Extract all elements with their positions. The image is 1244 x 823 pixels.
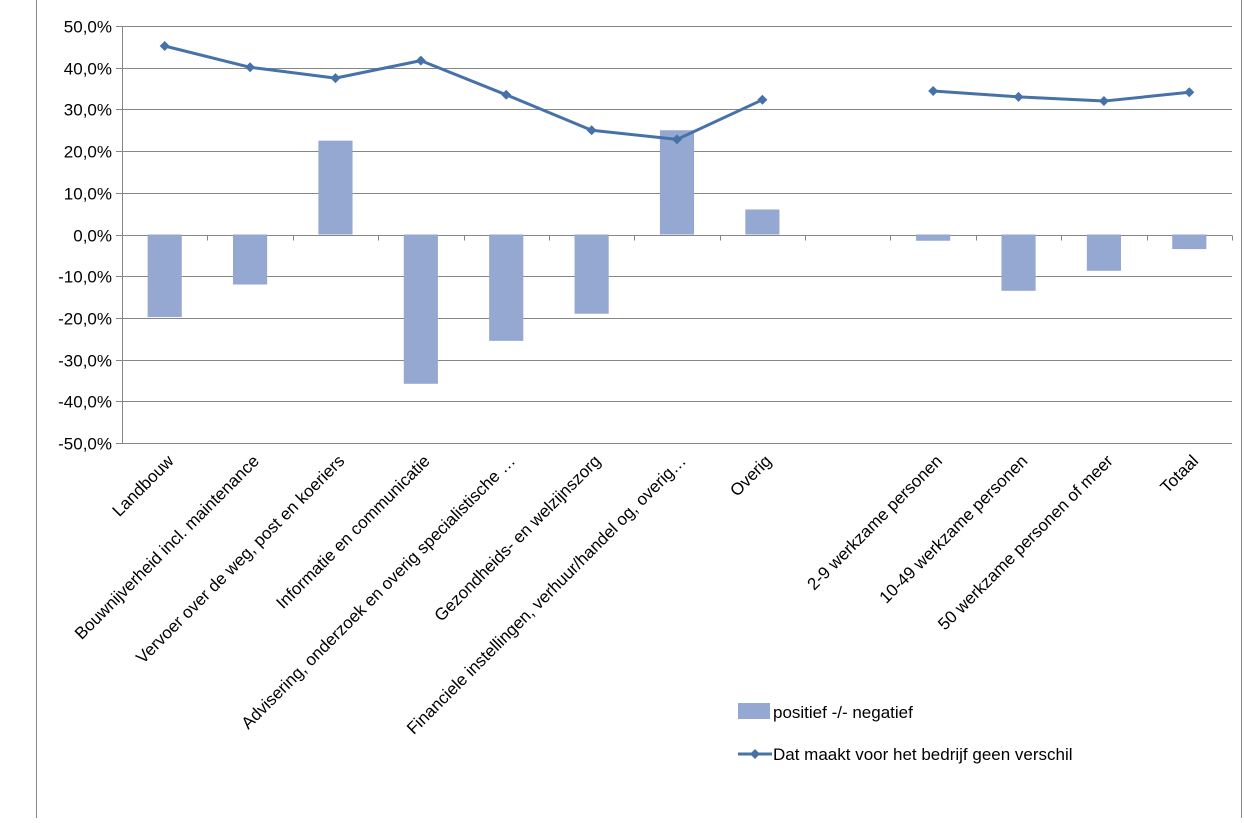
y-tick-label: 50,0% [64,18,112,37]
chart-frame [36,0,1242,822]
legend-label: Dat maakt voor het bedrijf geen verschil [773,745,1073,764]
line-segment [164,44,764,141]
y-tick-label: 30,0% [64,101,112,120]
line-point [586,125,597,136]
line-point [501,89,512,100]
y-tick-label: 10,0% [64,185,112,204]
line-point [159,41,170,52]
bar [745,209,780,235]
bar [489,234,524,341]
line-point [415,55,426,66]
y-tick-label: -10,0% [58,268,112,287]
y-tick-label: -40,0% [58,393,112,412]
line-point [672,134,682,145]
line-point [1013,91,1024,102]
line-point [1098,96,1109,107]
line-point [928,86,939,97]
grid-lines [122,26,1232,444]
y-tick-label: 0,0% [73,227,112,246]
legend-bar-swatch [738,703,770,719]
axes [116,26,1233,444]
y-tick-label: 20,0% [64,143,112,162]
y-tick-label: -50,0% [58,435,112,454]
line-point [245,62,256,73]
bar [574,234,609,314]
bar [1086,234,1121,271]
bar-series [147,130,1207,384]
line-point [1184,87,1195,98]
y-tick-label: -30,0% [58,352,112,371]
bar [1172,234,1207,250]
bar [318,140,353,235]
line-segment [933,89,1190,103]
bar [659,130,695,235]
line-point [757,94,768,105]
y-tick-label: 40,0% [64,60,112,79]
legend-line-marker [750,749,760,759]
line-series [159,41,1195,145]
legend: positief -/- negatief Dat maakt voor het … [738,703,1073,764]
y-tick-label: -20,0% [58,310,112,329]
bar [403,234,438,384]
bar [233,234,268,285]
bar [1001,234,1036,291]
bar [147,234,182,318]
line-point [330,73,341,84]
legend-label: positief -/- negatief [773,703,913,722]
bar [916,234,951,241]
